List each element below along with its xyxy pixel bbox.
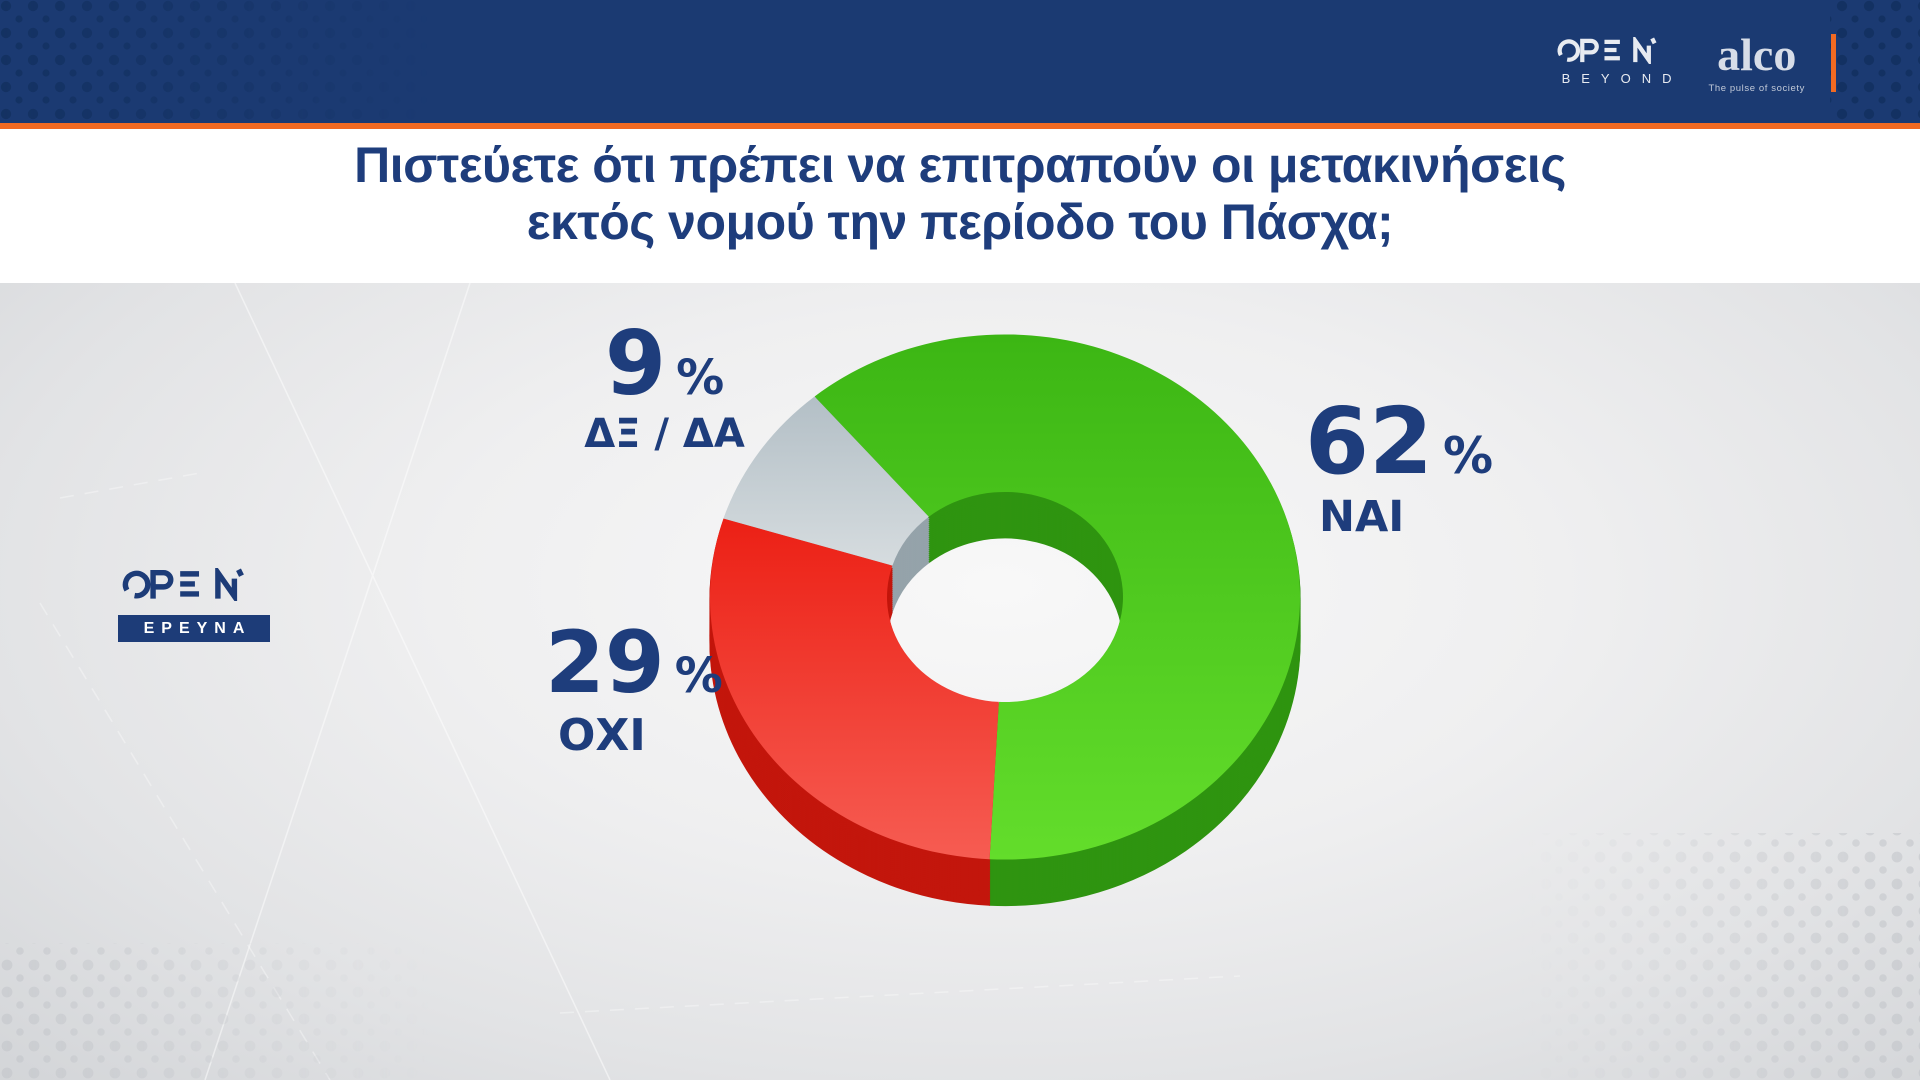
alco-logo: alco The pulse of society [1708, 28, 1806, 94]
header-bar: BEYOND alco The pulse of society [0, 0, 1920, 123]
open-beyond-logo: BEYOND [1551, 37, 1683, 86]
dxda-unit: % [676, 350, 725, 406]
alco-logo-tagline: The pulse of society [1708, 82, 1805, 94]
chart-area: ΕΡΕΥΝΑ [0, 283, 1920, 1080]
title-line-2: εκτός νομού την περίοδο του Πάσχα; [526, 194, 1394, 250]
open-logo-mark-navy [122, 564, 244, 605]
open-logo-mark [1557, 37, 1657, 64]
nai-value: 62 [1305, 388, 1434, 495]
dxda-value: 9 [604, 312, 667, 415]
dxda-category: ΔΞ / ΔΑ [584, 411, 745, 457]
accent-divider [0, 123, 1920, 129]
ereyna-badge: ΕΡΕΥΝΑ [118, 615, 270, 642]
title-line-1: Πιστεύετε ότι πρέπει να επιτραπούν οι με… [354, 137, 1566, 193]
background-texture [0, 283, 1920, 1080]
alco-accent-bar [1831, 33, 1836, 92]
label-nai: 62 % ΝΑΙ [1305, 396, 1493, 539]
nai-unit: % [1443, 427, 1494, 485]
header-brand-cluster: BEYOND alco The pulse of society [1551, 0, 1836, 123]
title-band: Πιστεύετε ότι πρέπει να επιτραπούν οι με… [0, 129, 1920, 283]
open-logo-tagline: BEYOND [1561, 71, 1683, 86]
oxi-unit: % [674, 648, 723, 704]
nai-category: ΝΑΙ [1319, 492, 1405, 542]
oxi-category: ΟΧΙ [558, 710, 646, 761]
label-dxda: 9 % ΔΞ / ΔΑ [572, 312, 757, 457]
oxi-value: 29 [545, 613, 665, 713]
header-dot-texture [0, 0, 1920, 123]
alco-logo-word: alco [1717, 28, 1797, 80]
label-oxi: 29 % ΟΧΙ [545, 620, 723, 758]
poll-question-title: Πιστεύετε ότι πρέπει να επιτραπούν οι με… [0, 129, 1920, 251]
open-ereyna-logo: ΕΡΕΥΝΑ [118, 564, 278, 642]
